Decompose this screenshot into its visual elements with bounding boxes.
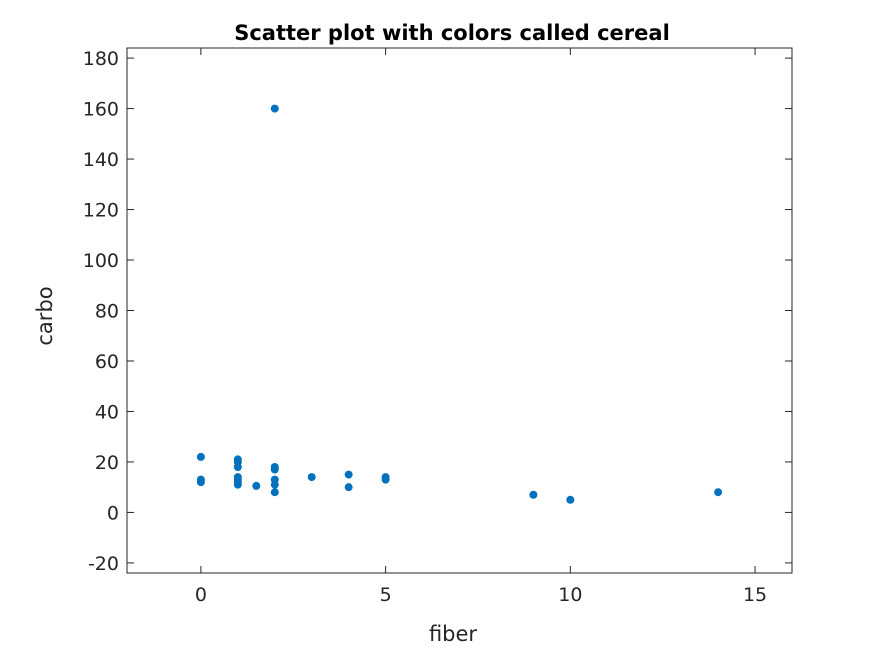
- scatter-point: [233, 462, 242, 471]
- chart-title: Scatter plot with colors called cereal: [234, 21, 670, 45]
- scatter-point: [233, 480, 242, 489]
- x-tick-label: 10: [558, 584, 582, 606]
- y-tick-label: 180: [83, 48, 119, 70]
- scatter-point: [344, 483, 353, 492]
- scatter-point: [307, 473, 316, 482]
- y-tick-label: 60: [95, 351, 119, 373]
- x-axis: 0 5 10 15: [195, 48, 767, 606]
- scatter-point: [252, 481, 261, 490]
- plot-area: [126, 47, 793, 574]
- scatter-point: [566, 495, 575, 504]
- y-axis: -20 0 20 40 60 80 100 120 140 160 180: [83, 48, 792, 575]
- y-tick-label: 120: [83, 200, 119, 222]
- scatter-point: [270, 480, 279, 489]
- scatter-point: [529, 490, 538, 499]
- y-tick-label: 160: [83, 99, 119, 121]
- y-tick-label: 80: [95, 301, 119, 323]
- y-tick-label: 140: [83, 149, 119, 171]
- data-points: [196, 104, 723, 504]
- y-tick-label: -20: [88, 553, 119, 575]
- y-tick-label: 100: [83, 250, 119, 272]
- x-tick-label: 5: [380, 584, 392, 606]
- scatter-point: [196, 452, 205, 461]
- x-axis-label: fiber: [429, 622, 477, 646]
- x-tick-label: 15: [743, 584, 767, 606]
- scatter-point: [270, 465, 279, 474]
- y-tick-label: 20: [95, 452, 119, 474]
- y-tick-label: 40: [95, 401, 119, 423]
- scatter-point: [270, 488, 279, 497]
- x-tick-label: 0: [195, 584, 207, 606]
- scatter-point: [344, 470, 353, 479]
- scatter-point: [196, 478, 205, 487]
- y-tick-label: 0: [107, 502, 119, 524]
- scatter-point: [714, 488, 723, 497]
- y-axis-label: carbo: [33, 286, 57, 345]
- scatter-point: [270, 104, 279, 113]
- scatter-point: [381, 475, 390, 484]
